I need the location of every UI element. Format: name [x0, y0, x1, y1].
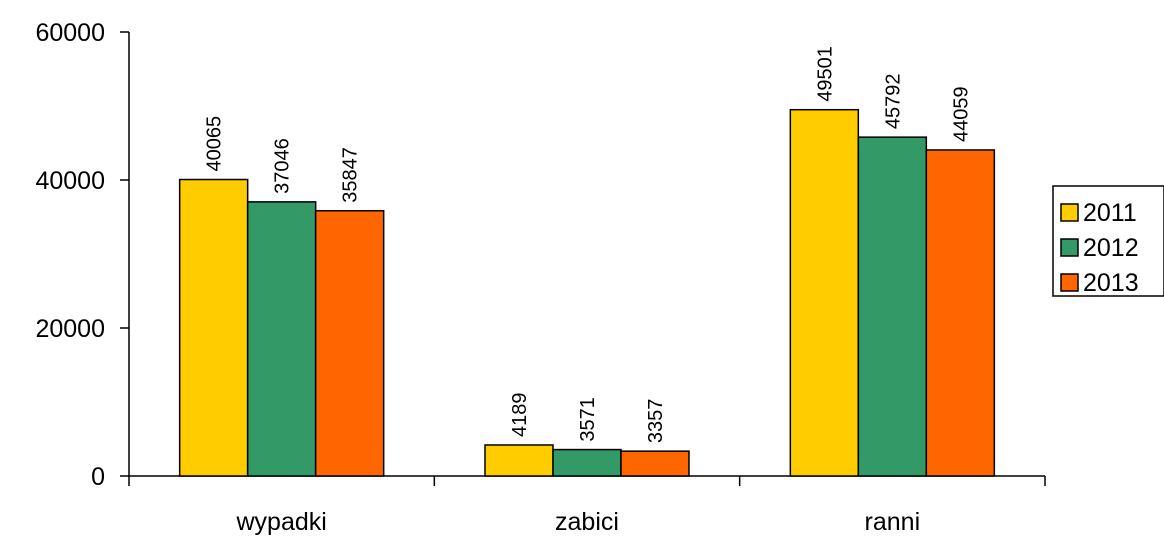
bar-2011-wypadki[interactable]: [178, 178, 249, 477]
data-label: 35847: [340, 147, 362, 203]
data-label: 4189: [509, 393, 531, 438]
x-category-label: ranni: [865, 508, 921, 536]
data-label: 37046: [272, 138, 294, 194]
legend-swatch-2012: [1060, 238, 1079, 257]
legend-label: 2011: [1083, 199, 1137, 227]
data-label: 40065: [204, 116, 226, 172]
y-tick-label: 60000: [35, 19, 105, 47]
x-category-label: zabici: [555, 508, 619, 536]
legend-swatch-2013: [1060, 273, 1079, 292]
data-label: 3571: [577, 397, 599, 442]
data-label: 3357: [645, 399, 667, 444]
data-labels: 40065 37046 35847 4189 3571 3357 49501 45792 440…: [204, 46, 973, 443]
bar-2013-wypadki[interactable]: [314, 209, 385, 477]
bar-2011-zabici[interactable]: [484, 444, 554, 477]
legend-label: 2012: [1083, 234, 1139, 262]
bar-2013-zabici[interactable]: [620, 450, 690, 477]
data-label: 49501: [814, 46, 836, 102]
legend-label: 2013: [1083, 269, 1139, 297]
y-tick-label: 20000: [35, 315, 105, 343]
y-tick-label: 0: [91, 463, 105, 491]
bar-2013-ranni[interactable]: [925, 149, 996, 477]
bar-2012-wypadki[interactable]: [246, 201, 317, 477]
legend: 2011 2012 2013: [1052, 185, 1164, 297]
y-tick-label: 40000: [35, 167, 105, 195]
bar-2012-ranni[interactable]: [857, 136, 928, 477]
bar-2011-ranni[interactable]: [789, 108, 860, 477]
data-label: 44059: [950, 86, 972, 142]
x-category-label: wypadki: [236, 508, 327, 536]
bar-2012-zabici[interactable]: [552, 448, 622, 477]
data-label: 45792: [882, 74, 904, 130]
bars: [178, 108, 996, 477]
axes: 0 20000 40000 60000 wypadki zabici ranni: [35, 19, 1046, 536]
legend-swatch-2011: [1060, 203, 1079, 222]
